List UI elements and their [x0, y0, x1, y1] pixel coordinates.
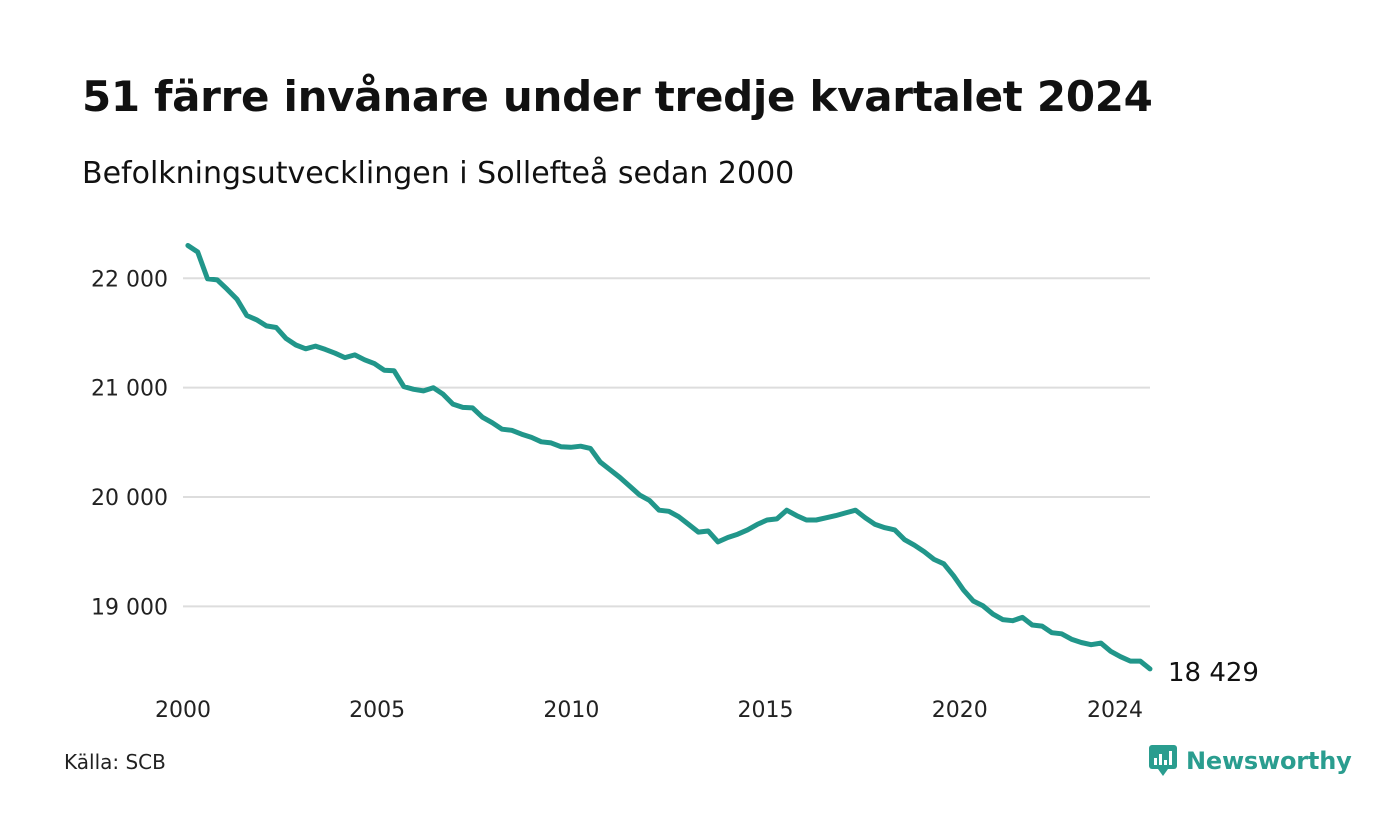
- y-tick-label: 19 000: [91, 595, 168, 620]
- newsworthy-logo-icon: [1149, 745, 1177, 776]
- brand-name: Newsworthy: [1186, 747, 1352, 775]
- x-tick-label: 2024: [1087, 698, 1143, 723]
- population-series-line: [185, 243, 1153, 672]
- x-tick-label: 2010: [543, 698, 599, 723]
- grid-lines: [183, 277, 1150, 608]
- y-tick-label: 20 000: [91, 486, 168, 511]
- end-value-label: 18 429: [1168, 658, 1259, 688]
- source-note: Källa: SCB: [64, 750, 166, 774]
- y-axis-ticks: 19 000 20 000 21 000 22 000: [91, 267, 168, 620]
- x-tick-label: 2005: [349, 698, 405, 723]
- x-tick-label: 2015: [738, 698, 794, 723]
- x-tick-label: 2000: [155, 698, 211, 723]
- brand-logo: Newsworthy: [1148, 744, 1352, 778]
- page-title: 51 färre invånare under tredje kvartalet…: [82, 72, 1153, 121]
- y-tick-label: 21 000: [91, 377, 168, 402]
- page-subtitle: Befolkningsutvecklingen i Sollefteå seda…: [82, 156, 795, 191]
- y-tick-label: 22 000: [91, 267, 168, 292]
- x-tick-label: 2020: [932, 698, 988, 723]
- x-axis-ticks: 2000 2005 2010 2015 2020 2024: [155, 698, 1143, 723]
